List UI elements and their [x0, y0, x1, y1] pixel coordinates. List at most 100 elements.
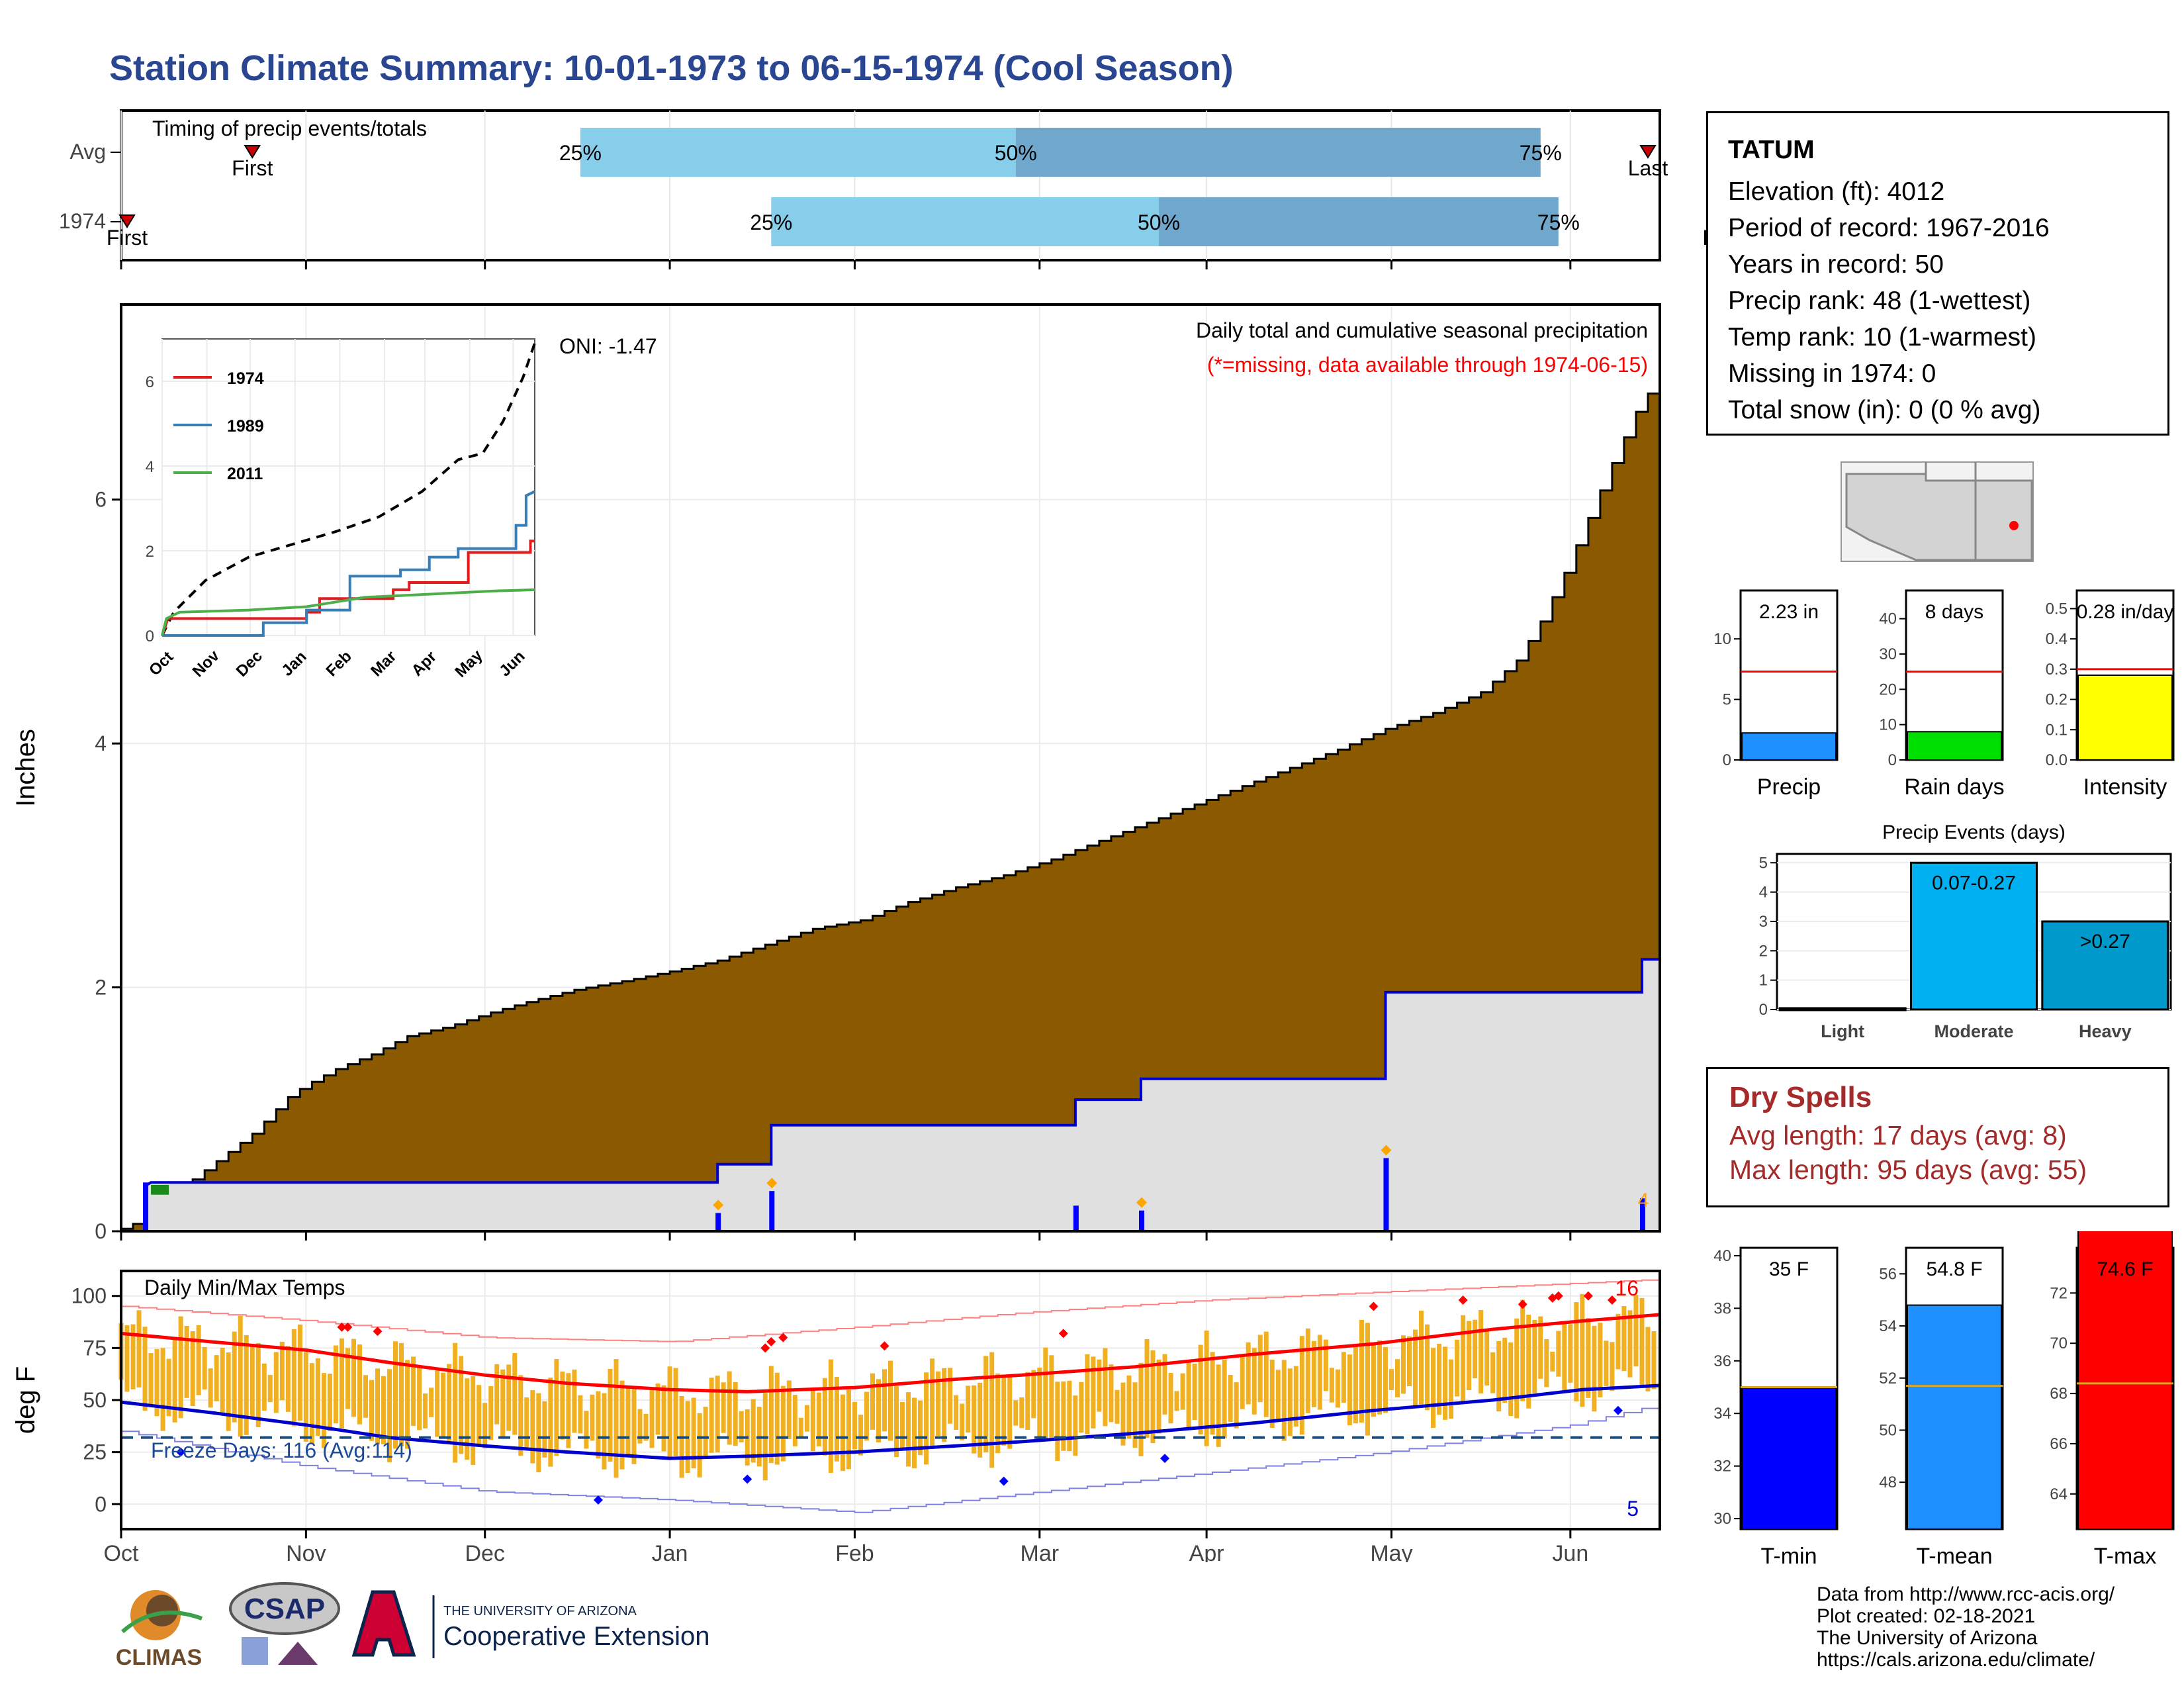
record-low-marker: [176, 1447, 186, 1457]
daily-temp-bar: [1156, 1359, 1161, 1434]
daily-temp-bar: [1049, 1355, 1054, 1440]
daily-temp-bar: [774, 1372, 780, 1465]
daily-temp-bar: [1538, 1316, 1543, 1379]
location-map: [1841, 461, 2034, 562]
events-bar: [1778, 1007, 1907, 1011]
avg-cumulative-outline: [121, 375, 1661, 1230]
daily-temp-bar: [1341, 1352, 1346, 1403]
temp-y-axis-label: deg F: [11, 1366, 40, 1434]
daily-temp-bar: [1562, 1323, 1567, 1391]
event-marker: [1136, 1197, 1147, 1208]
daily-temp-bar: [429, 1387, 434, 1417]
daily-temp-bar: [1413, 1329, 1418, 1407]
daily-temp-bar: [1251, 1348, 1257, 1415]
panel-y-tick-label: 70: [2050, 1335, 2068, 1352]
daily-temp-bar: [786, 1380, 792, 1439]
daily-temp-bar: [148, 1353, 154, 1408]
daily-temp-bar: [1586, 1318, 1591, 1398]
daily-temp-bar: [655, 1383, 660, 1435]
daily-temp-bar: [524, 1397, 529, 1450]
record-low-marker: [1613, 1405, 1623, 1415]
daily-temp-bar: [1305, 1328, 1310, 1413]
daily-temp-bar: [1037, 1367, 1042, 1438]
ua-small-text: THE UNIVERSITY OF ARIZONA: [443, 1604, 637, 1618]
daily-temp-bar: [1377, 1340, 1382, 1415]
daily-temp-bar: [542, 1401, 547, 1458]
daily-temp-bar: [471, 1376, 476, 1465]
dry-spells-box: Dry Spells Avg length: 17 days (avg: 8) …: [1706, 1067, 2169, 1207]
events-y-tick-label: 3: [1759, 913, 1768, 931]
record-high-count: 16: [1615, 1276, 1639, 1300]
daily-temp-bar: [327, 1374, 332, 1431]
daily-temp-bar: [1275, 1370, 1281, 1422]
daily-temp-bar: [232, 1331, 237, 1423]
record-high-marker: [373, 1327, 383, 1336]
daily-temp-bar: [804, 1405, 809, 1432]
record-low-marker: [593, 1495, 603, 1505]
daily-temp-bar: [267, 1375, 273, 1403]
panel-name-label: Rain days: [1904, 774, 2004, 800]
panel-y-tick-label: 40: [1879, 610, 1897, 628]
daily-temp-bar: [816, 1392, 821, 1447]
daily-temp-bar: [1598, 1323, 1603, 1397]
station-years: Years in record: 50: [1728, 250, 1944, 279]
timing-bar-early: [771, 197, 1160, 246]
record-high-marker: [880, 1341, 889, 1351]
daily-temp-bar: [733, 1382, 738, 1446]
daily-temp-bar: [858, 1415, 863, 1456]
daily-temp-bar: [184, 1325, 189, 1398]
daily-temp-bar: [602, 1393, 607, 1470]
daily-temp-bar: [1449, 1359, 1454, 1419]
daily-temp-bar: [739, 1411, 744, 1442]
daily-temp-bar: [220, 1348, 225, 1414]
panel-y-tick-label: 50: [1879, 1421, 1897, 1439]
daily-temp-bar: [399, 1342, 404, 1446]
daily-temp-bar: [936, 1371, 941, 1436]
month-label: May: [1370, 1541, 1412, 1562]
daily-temp-bar: [1520, 1299, 1525, 1401]
panel-y-tick-label: 30: [1713, 1510, 1731, 1528]
events-title: Precip Events (days): [1882, 821, 2066, 843]
daily-temp-bar: [1532, 1319, 1537, 1393]
panel-name-label: T-max: [2094, 1544, 2156, 1569]
credit-created: Plot created: 02-18-2021: [1817, 1605, 2036, 1627]
daily-temp-bar: [566, 1373, 571, 1448]
daily-temp-bar: [882, 1369, 887, 1432]
panel-name-label: Intensity: [2083, 774, 2167, 800]
daily-temp-bar: [1174, 1391, 1179, 1411]
quartile-label: 50%: [995, 141, 1037, 165]
daily-temp-bar: [1013, 1400, 1019, 1426]
temp-y-tick-label: 0: [95, 1492, 107, 1516]
daily-temp-bar: [435, 1369, 440, 1437]
daily-temp-bar: [1639, 1297, 1645, 1386]
daily-temp-bar: [1407, 1336, 1412, 1387]
daily-temp-bar: [1526, 1315, 1531, 1409]
logo-strip: CLIMAS CSAP THE UNIVERSITY OF ARIZONA Co…: [116, 1582, 709, 1670]
daily-temp-bar: [924, 1372, 929, 1465]
daily-temp-bar: [798, 1417, 803, 1439]
events-bar: [2041, 920, 2169, 1011]
panel-y-tick-label: 68: [2050, 1385, 2068, 1403]
record-high-marker: [337, 1322, 347, 1332]
daily-temp-bar: [1544, 1338, 1549, 1387]
daily-temp-bar: [960, 1403, 965, 1440]
daily-temp-bar: [995, 1373, 1001, 1454]
cumulative-1974-line: [121, 958, 1660, 1233]
panel-y-tick-label: 0.4: [2046, 630, 2068, 648]
inset-y-tick-label: 4: [146, 458, 154, 476]
panel-bar: [1741, 1386, 1837, 1530]
daily-temp-bar: [1467, 1321, 1472, 1391]
daily-temp-bar: [1269, 1359, 1275, 1429]
daily-temp-bar: [160, 1348, 165, 1431]
panel-y-tick-label: 0.0: [2046, 751, 2068, 769]
event-count-label: 4: [1638, 1190, 1649, 1211]
panel-y-tick-label: 48: [1879, 1474, 1897, 1491]
station-temp-rank: Temp rank: 10 (1-warmest): [1728, 323, 2036, 352]
credits: Data from http://www.rcc-acis.org/ Plot …: [1817, 1583, 2115, 1671]
temperature-means-chart: 35 F 30 32 34 36 38 40 T-min 54.8 F 48 50 52 54 56 T-m…: [1713, 1231, 2175, 1569]
panel-y-tick-label: 0.5: [2046, 600, 2068, 618]
daily-temp-bar: [1651, 1331, 1657, 1389]
daily-temp-bar: [1568, 1324, 1573, 1383]
daily-temp-bar: [1490, 1352, 1496, 1393]
daily-temp-bar: [1222, 1359, 1227, 1438]
